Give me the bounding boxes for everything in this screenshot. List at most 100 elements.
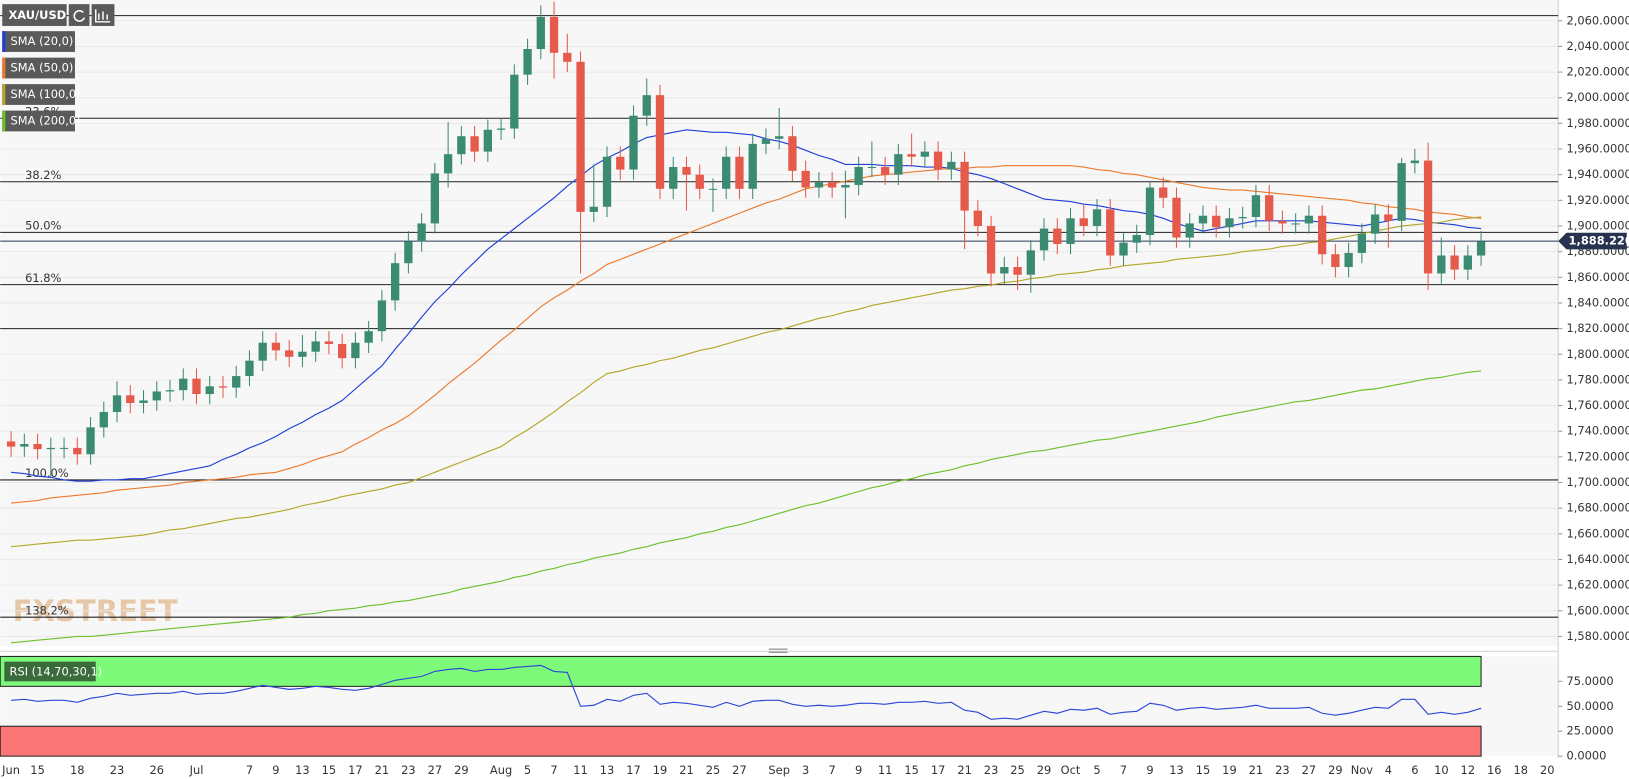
- legend-box[interactable]: [2, 31, 75, 52]
- candle-body: [285, 350, 294, 357]
- sma-line: [11, 165, 1482, 504]
- candle-body: [642, 95, 651, 116]
- refresh-button[interactable]: [68, 4, 90, 26]
- candle-body: [271, 342, 281, 351]
- candle-body: [1145, 187, 1155, 235]
- candle-body: [907, 154, 916, 157]
- rsi-legend-label: RSI (14,70,30,1): [10, 665, 103, 679]
- y-tick-label: 1,600.0000: [1566, 603, 1629, 617]
- candle-body: [152, 391, 161, 401]
- candle-body: [616, 156, 625, 170]
- x-tick-label: 18: [1514, 763, 1529, 777]
- x-tick-label: 15: [904, 763, 919, 777]
- y-tick-label: 1,700.0000: [1566, 475, 1629, 489]
- candle-body: [1476, 241, 1486, 256]
- candle-body: [1238, 217, 1247, 219]
- candle-body: [920, 151, 930, 157]
- candle-body: [59, 447, 69, 449]
- y-tick-label: 1,660.0000: [1566, 526, 1629, 540]
- x-tick-label: 15: [322, 763, 337, 777]
- candle-body: [1304, 215, 1314, 224]
- candle-body: [1198, 215, 1208, 224]
- candle-body: [576, 61, 585, 212]
- level-label: 38.2%: [25, 168, 61, 182]
- candle-body: [390, 263, 400, 301]
- sma-line: [11, 129, 1482, 482]
- candle-body: [1066, 218, 1075, 244]
- rsi-line: [11, 664, 1482, 720]
- x-tick-label: 17: [348, 763, 363, 777]
- y-tick-label: 1,820.0000: [1566, 321, 1629, 335]
- y-tick-label: 1,760.0000: [1566, 398, 1629, 412]
- candle-body: [1106, 209, 1115, 256]
- legend-box[interactable]: [2, 57, 75, 79]
- candle-body: [1053, 228, 1062, 244]
- level-label: 61.8%: [25, 271, 61, 285]
- y-tick-label: 1,640.0000: [1566, 552, 1629, 566]
- candle-body: [1331, 254, 1340, 268]
- level-label: 138.2%: [25, 603, 69, 617]
- y-tick-label: 2,040.0000: [1566, 39, 1629, 53]
- rsi-legend-box[interactable]: [4, 661, 96, 682]
- legend-label: SMA (100,0): [11, 87, 81, 101]
- x-tick-label: 13: [600, 763, 615, 777]
- legend: XAU/USD SMA (20,0) SMA (50,0) SMA (100,0) S…: [2, 4, 115, 132]
- candle-body: [841, 184, 850, 188]
- candle-body: [1039, 228, 1049, 251]
- candle-body: [258, 342, 267, 361]
- x-tick-label: 7: [829, 763, 836, 777]
- candle-body: [722, 156, 731, 189]
- x-tick-label: 7: [246, 763, 253, 777]
- x-tick-label: 5: [524, 763, 531, 777]
- y-tick-label: 1,920.0000: [1566, 193, 1629, 207]
- y-tick-label: 1,580.0000: [1566, 629, 1629, 643]
- candle-body: [1278, 220, 1287, 224]
- legend-box[interactable]: [2, 110, 75, 132]
- legend-label: SMA (200,0): [11, 114, 81, 128]
- x-tick-label: 10: [1434, 763, 1449, 777]
- candle-body: [496, 128, 506, 130]
- x-tick-label: 21: [957, 763, 972, 777]
- candle-body: [112, 395, 122, 412]
- y-tick-label: 1,620.0000: [1566, 578, 1629, 592]
- x-tick-label: 6: [1411, 763, 1418, 777]
- candle-body: [602, 156, 612, 207]
- x-tick-label: 27: [732, 763, 747, 777]
- legend-box[interactable]: [2, 84, 75, 105]
- candle-body: [205, 386, 214, 395]
- x-tick-label: 23: [1275, 763, 1290, 777]
- x-tick-label: 9: [855, 763, 862, 777]
- candle-body: [338, 343, 347, 359]
- candle-body: [46, 447, 55, 450]
- candle-body: [165, 390, 175, 392]
- candle-body: [470, 136, 479, 152]
- legend-swatch: [2, 110, 6, 132]
- refresh-icon: [73, 10, 86, 22]
- candle-body: [1172, 197, 1181, 238]
- candle-body: [443, 154, 453, 174]
- candle-body: [6, 441, 16, 447]
- candle-body: [589, 206, 598, 212]
- legend-swatch: [2, 31, 6, 52]
- separator-handle[interactable]: [768, 648, 788, 653]
- symbol-box[interactable]: [2, 4, 67, 26]
- candle-body: [933, 151, 943, 170]
- x-tick-label: 23: [110, 763, 125, 777]
- legend-swatch: [2, 84, 6, 105]
- x-tick-label: 13: [295, 763, 310, 777]
- candle-body: [748, 143, 757, 189]
- candle-body: [483, 129, 492, 152]
- candle-body: [126, 395, 135, 403]
- x-tick-label: 15: [30, 763, 45, 777]
- x-tick-label: 7: [1120, 763, 1127, 777]
- last-price-label: 1,888.2200: [1569, 234, 1629, 248]
- candle-body: [1026, 250, 1035, 275]
- y-tick-label: 1,860.0000: [1566, 270, 1629, 284]
- candle-body: [86, 427, 95, 455]
- candle-body: [986, 225, 996, 274]
- x-tick-label: 13: [1169, 763, 1184, 777]
- x-tick-label: 17: [626, 763, 641, 777]
- candle-body: [1185, 223, 1194, 238]
